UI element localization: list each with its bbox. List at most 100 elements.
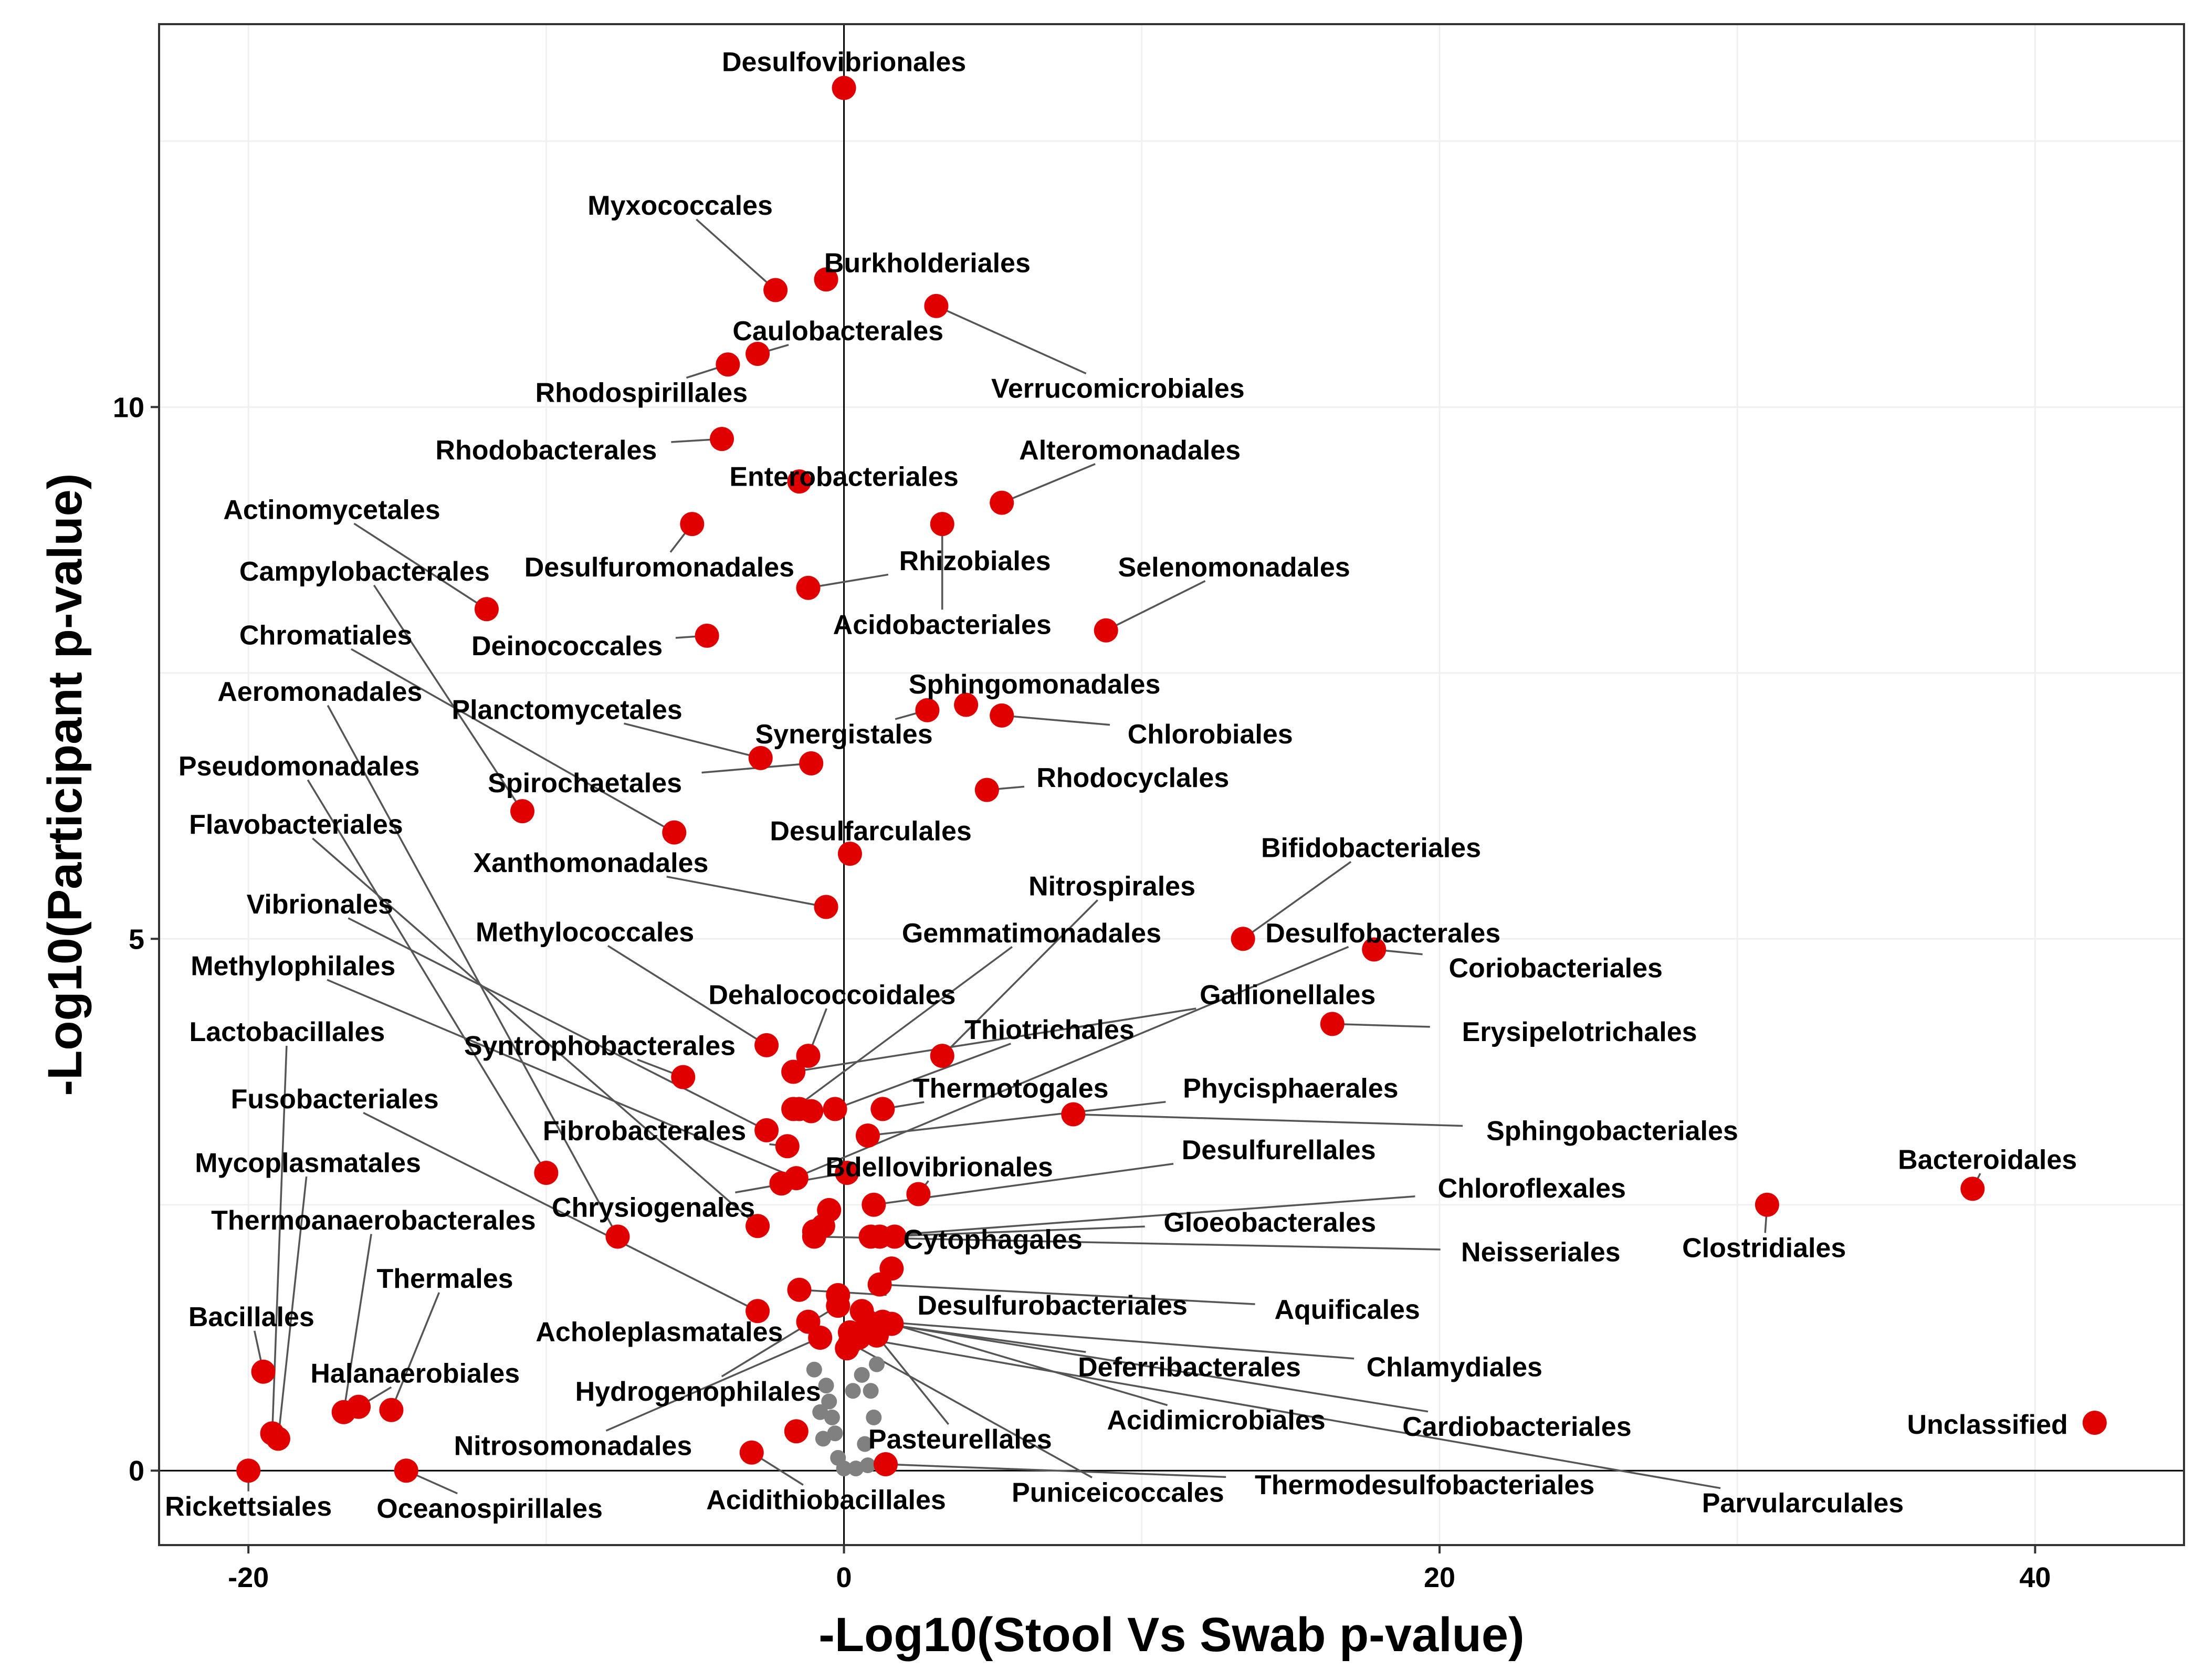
label-connector bbox=[327, 979, 797, 1179]
data-point bbox=[748, 746, 773, 770]
point-label: Desulfuromonadales bbox=[524, 552, 794, 583]
label-connector bbox=[327, 705, 619, 1237]
point-label: Cytophagales bbox=[904, 1224, 1083, 1255]
point-label: Cardiobacteriales bbox=[1402, 1412, 1631, 1442]
point-label: Verrucomicrobiales bbox=[991, 374, 1245, 404]
data-point bbox=[474, 597, 499, 622]
data-point-insignificant bbox=[857, 1436, 873, 1452]
label-connector bbox=[624, 722, 761, 759]
label-connector bbox=[876, 1335, 950, 1425]
data-point bbox=[870, 1097, 895, 1121]
label-connector bbox=[793, 946, 1013, 1110]
data-point bbox=[1960, 1177, 1985, 1201]
data-point bbox=[394, 1458, 418, 1483]
data-point bbox=[781, 1059, 806, 1084]
data-point bbox=[954, 692, 979, 717]
point-label: Gallionellales bbox=[1200, 980, 1376, 1010]
data-point bbox=[862, 1192, 886, 1217]
point-label: Methylophilales bbox=[191, 951, 395, 982]
data-point bbox=[811, 1214, 835, 1238]
label-connector bbox=[1002, 715, 1110, 726]
data-point bbox=[787, 1277, 812, 1302]
data-point bbox=[990, 703, 1014, 728]
point-label: Desulfovibrionales bbox=[722, 47, 966, 78]
point-label: Chloroflexales bbox=[1438, 1173, 1626, 1204]
point-label: Chromatiales bbox=[239, 621, 412, 651]
y-tick-label: 0 bbox=[129, 1455, 144, 1487]
point-label: Spirochaetales bbox=[488, 768, 682, 799]
data-point-insignificant bbox=[863, 1383, 879, 1399]
point-label: Enterobacteriales bbox=[729, 462, 958, 492]
point-label: Unclassified bbox=[1907, 1410, 2067, 1440]
point-label: Acholeplasmatales bbox=[536, 1317, 783, 1348]
data-point bbox=[1094, 618, 1118, 643]
point-label: Nitrosomonadales bbox=[454, 1431, 692, 1461]
point-label: Thiotrichales bbox=[964, 1015, 1135, 1045]
point-label: Aquificales bbox=[1274, 1295, 1420, 1325]
data-point bbox=[882, 1224, 907, 1249]
point-label: Desulfarculales bbox=[770, 816, 971, 846]
data-point bbox=[716, 352, 740, 377]
label-connector bbox=[867, 1101, 1166, 1137]
point-label: Planctomycetales bbox=[452, 695, 682, 725]
point-label: Acidimicrobiales bbox=[1107, 1405, 1326, 1436]
data-point bbox=[710, 427, 734, 452]
data-point-insignificant bbox=[848, 1461, 864, 1477]
point-label: Rickettsiales bbox=[165, 1492, 332, 1522]
data-point bbox=[754, 1033, 779, 1057]
data-point-insignificant bbox=[866, 1409, 882, 1425]
data-point bbox=[826, 1283, 850, 1307]
data-point bbox=[990, 490, 1014, 515]
data-point-insignificant bbox=[868, 1356, 885, 1372]
data-point bbox=[746, 1299, 770, 1324]
data-point bbox=[2082, 1411, 2107, 1435]
point-label: Acidithiobacillales bbox=[706, 1485, 946, 1516]
label-connector bbox=[814, 1235, 1441, 1251]
label-connector bbox=[885, 1463, 1226, 1478]
point-label: Aeromonadales bbox=[217, 677, 422, 707]
data-point bbox=[1061, 1102, 1086, 1127]
label-connector bbox=[363, 1111, 758, 1312]
y-tick-label: 10 bbox=[113, 392, 144, 423]
label-connector bbox=[849, 1342, 1093, 1478]
data-points bbox=[236, 76, 2107, 1483]
x-tick-label: 0 bbox=[836, 1562, 852, 1593]
data-point-insignificant bbox=[827, 1425, 843, 1442]
data-point bbox=[814, 895, 838, 919]
label-connector bbox=[1105, 580, 1206, 632]
label-connector bbox=[858, 1337, 1721, 1489]
point-label: Desulfobacterales bbox=[1265, 918, 1500, 949]
data-point bbox=[835, 1160, 859, 1185]
point-label: Synergistales bbox=[755, 719, 932, 750]
point-label: Nitrospirales bbox=[1028, 872, 1195, 902]
label-connector bbox=[666, 876, 826, 908]
data-point bbox=[837, 842, 862, 866]
data-point bbox=[695, 623, 719, 648]
point-label: Rhizobiales bbox=[899, 546, 1051, 576]
label-connector bbox=[1242, 861, 1352, 940]
label-connector bbox=[277, 1176, 308, 1439]
data-point bbox=[906, 1182, 931, 1206]
point-label: Desulfurellales bbox=[1182, 1135, 1376, 1166]
point-label: Methylococcales bbox=[476, 917, 694, 948]
data-point bbox=[510, 799, 534, 824]
data-point bbox=[787, 469, 812, 494]
data-point bbox=[799, 1099, 824, 1124]
plot-border bbox=[158, 23, 2185, 1546]
point-label: Bacteroidales bbox=[1898, 1144, 2077, 1175]
label-connectors bbox=[247, 76, 2095, 1495]
point-label: Flavobacteriales bbox=[189, 810, 403, 840]
point-label: Parvularculales bbox=[1702, 1488, 1904, 1519]
data-point bbox=[739, 1440, 764, 1465]
label-connector bbox=[342, 1234, 372, 1413]
data-point-insignificant bbox=[815, 1431, 831, 1447]
data-point-insignificant bbox=[830, 1450, 846, 1466]
data-point bbox=[879, 1256, 904, 1281]
data-point-insignificant bbox=[821, 1393, 837, 1410]
point-label: Chlorobiales bbox=[1128, 719, 1293, 750]
data-point bbox=[746, 342, 770, 366]
point-label: Bifidobacteriales bbox=[1261, 833, 1481, 864]
label-connector bbox=[793, 1007, 1196, 1073]
label-connector bbox=[941, 899, 1098, 1057]
label-connector bbox=[390, 1292, 440, 1411]
